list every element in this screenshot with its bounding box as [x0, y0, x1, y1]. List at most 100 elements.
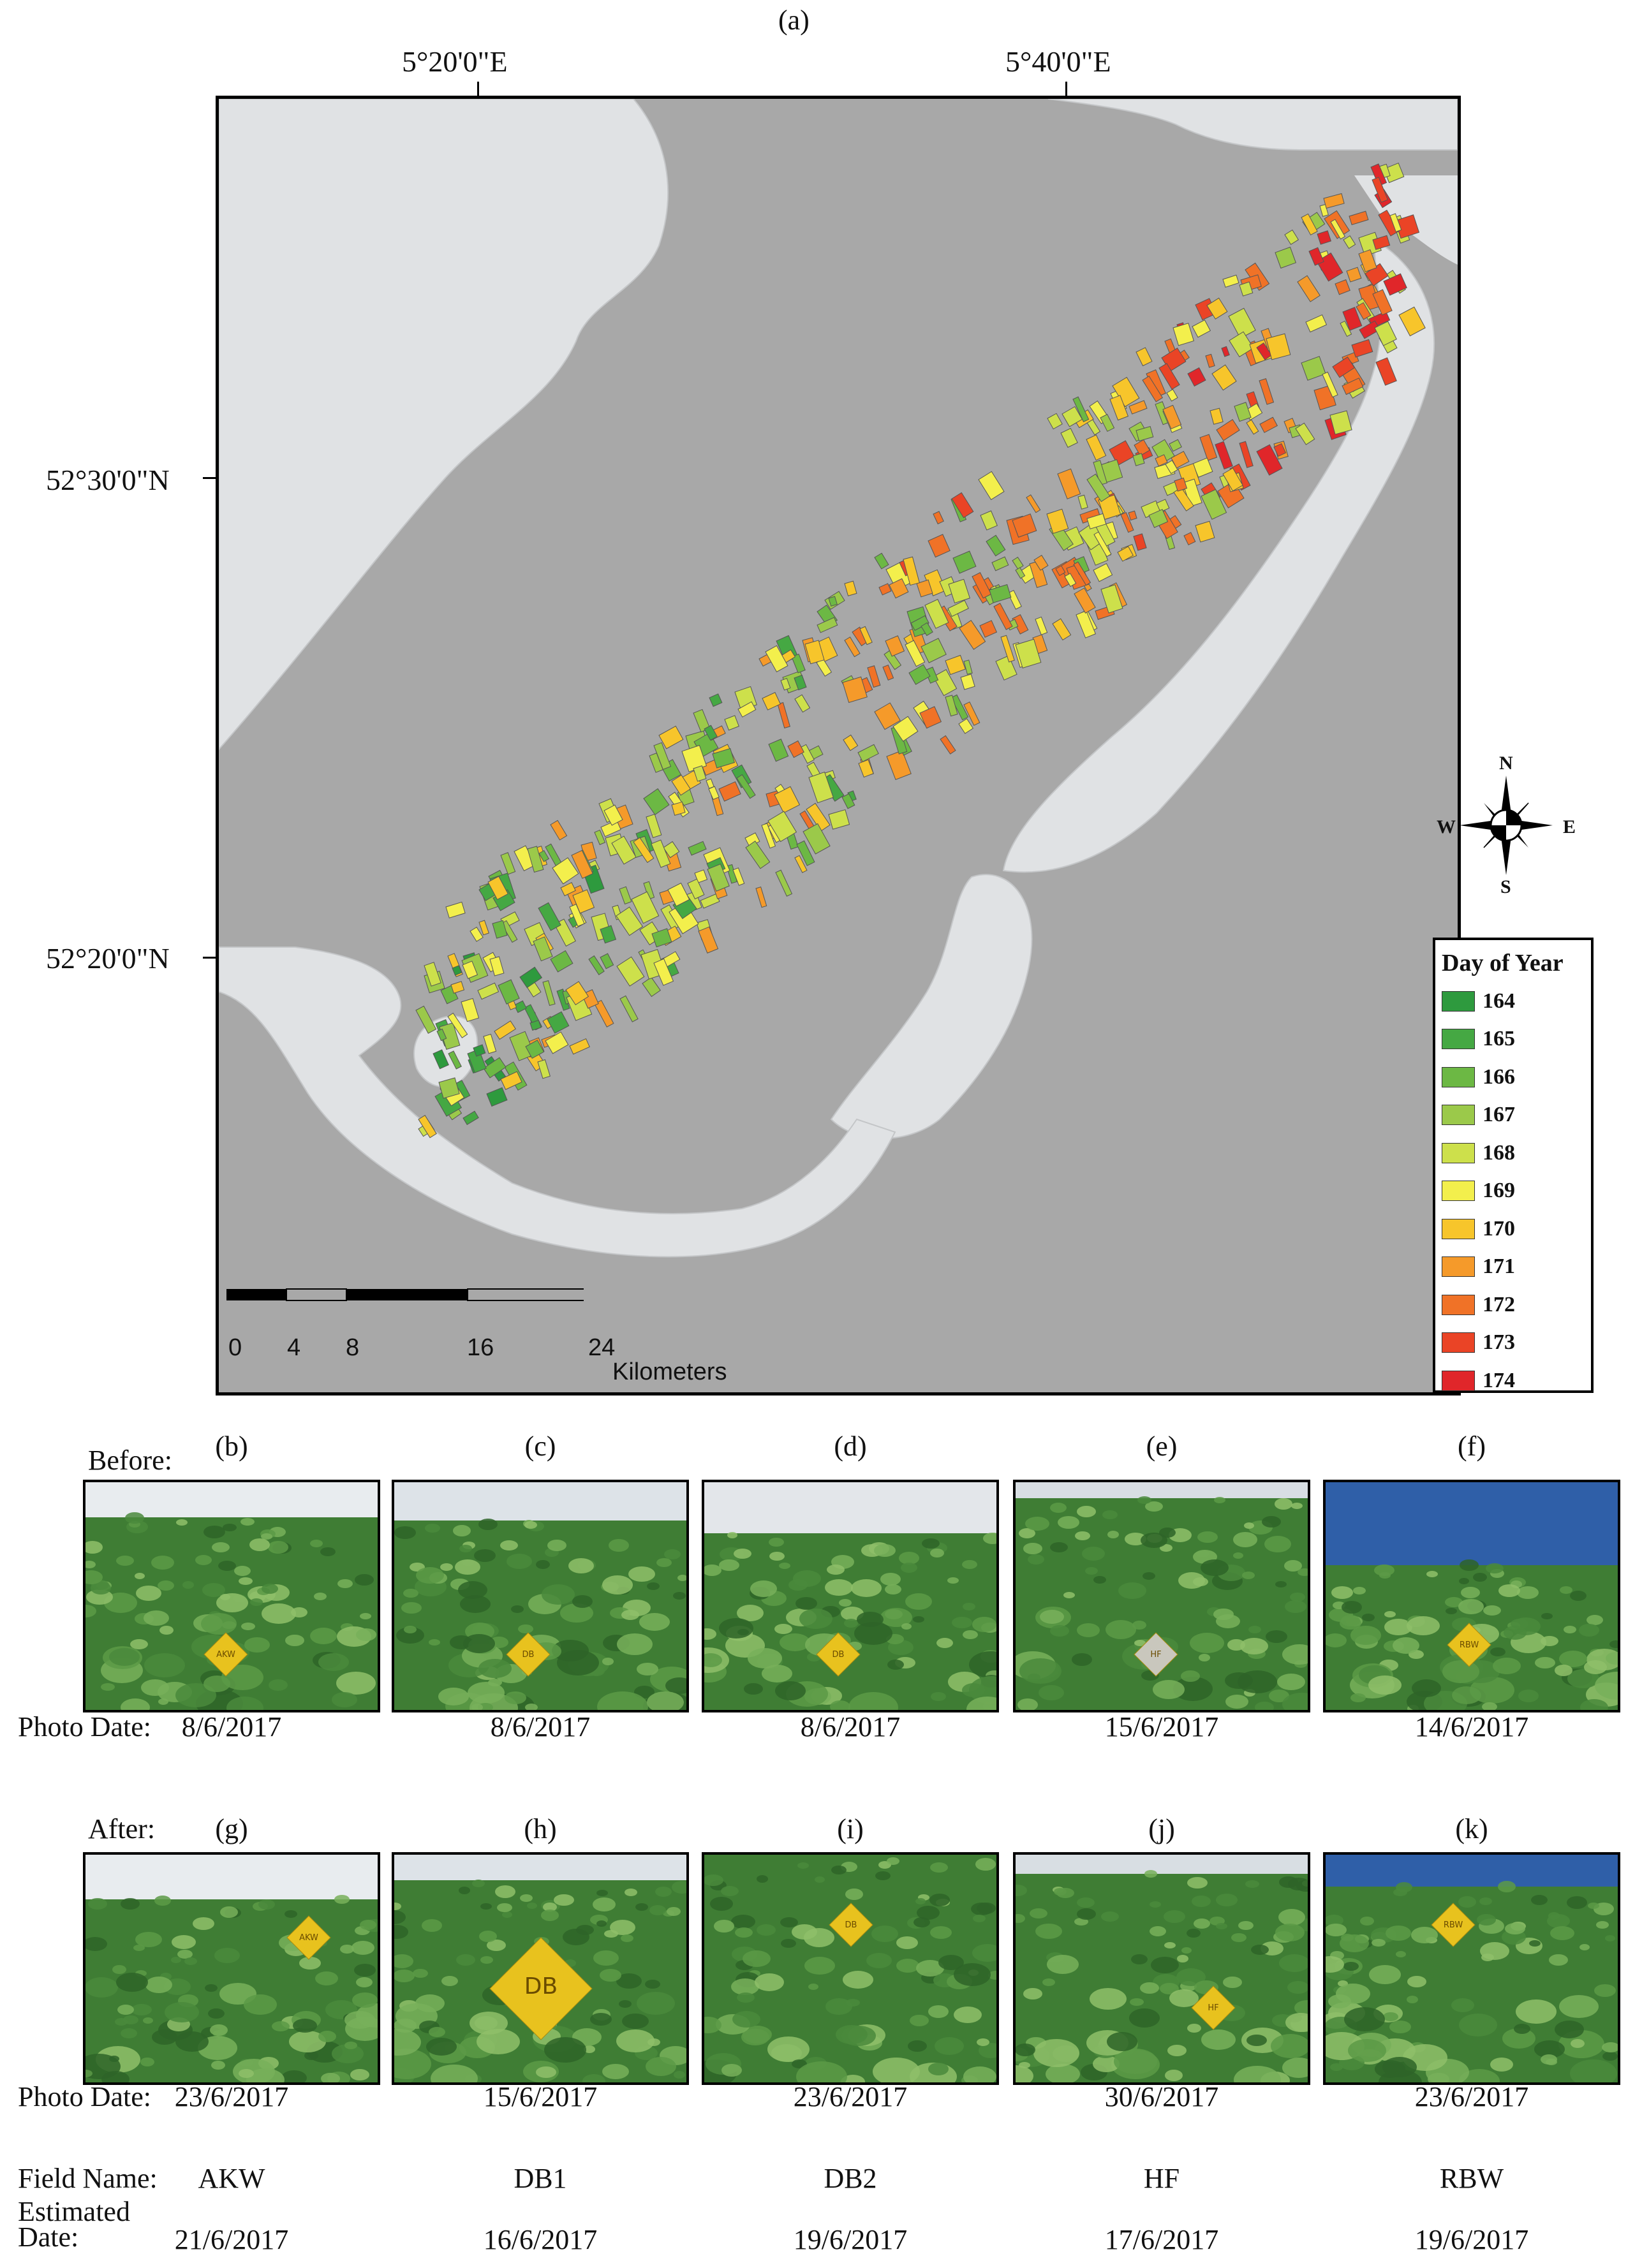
legend-items: 164 165 166 167 168 169 170 171 172 173 174 — [1442, 982, 1585, 1400]
field-parcel — [903, 556, 920, 586]
field-parcel — [658, 725, 684, 749]
field-parcel — [1133, 533, 1147, 551]
estimated-date-label-line1: Estimated — [18, 2196, 130, 2227]
field-parcel — [1322, 371, 1338, 398]
field-parcel — [794, 855, 808, 873]
scale-tick-0: 0 — [228, 1334, 242, 1361]
field-parcel — [478, 920, 489, 936]
field-parcel — [550, 820, 568, 841]
field-parcel — [1187, 367, 1206, 387]
field-parcel — [924, 599, 949, 629]
field-parcel — [1372, 235, 1391, 250]
field-parcel — [844, 637, 861, 658]
field-parcel — [500, 1071, 522, 1090]
field-parcel — [1295, 422, 1315, 445]
field-parcel — [1351, 339, 1373, 358]
after-label: After: — [88, 1813, 156, 1845]
photo-before: DB — [702, 1480, 999, 1712]
estimated-date: 19/6/2017 — [1414, 2224, 1529, 2255]
legend-label: 172 — [1483, 1292, 1515, 1316]
field-parcel — [1372, 289, 1393, 316]
field-parcel — [600, 925, 617, 944]
field-name: HF — [1143, 2163, 1180, 2194]
legend-label: 165 — [1483, 1027, 1515, 1051]
field-parcel — [948, 578, 970, 604]
compass-star-icon — [1460, 776, 1553, 875]
field-parcel — [653, 958, 674, 986]
field-parcel — [560, 882, 576, 897]
field-parcel — [688, 841, 707, 856]
field-parcel — [889, 578, 909, 599]
field-parcel — [1389, 213, 1402, 233]
field-parcel — [1374, 321, 1397, 346]
field-parcel — [1064, 573, 1077, 587]
field-parcel — [828, 809, 850, 830]
field-parcel — [1343, 235, 1356, 249]
field-parcel — [991, 556, 1009, 571]
field-parcel — [796, 840, 815, 866]
field-parcel — [1335, 279, 1350, 295]
photo-letter-before: (c) — [524, 1431, 556, 1462]
legend-swatch — [1442, 1294, 1475, 1315]
field-parcel — [1171, 450, 1190, 469]
mainland-northwest — [219, 99, 669, 751]
photo-date-after: 15/6/2017 — [483, 2081, 598, 2112]
field-parcel — [804, 640, 825, 665]
field-parcel — [1239, 281, 1254, 297]
field-parcel — [533, 936, 553, 962]
field-parcel — [486, 1087, 508, 1107]
field-parcel — [492, 920, 508, 939]
field-name-label: Field Name: — [18, 2163, 158, 2194]
field-parcel — [1174, 477, 1188, 492]
field-parcel — [1057, 468, 1081, 499]
field-parcel — [643, 881, 655, 900]
field-parcel — [806, 802, 831, 832]
svg-text:DB: DB — [524, 1973, 558, 1999]
legend-item: 171 — [1442, 1248, 1585, 1286]
scale-segment-2 — [286, 1288, 347, 1301]
field-parcel — [1012, 556, 1024, 570]
legend-swatch — [1442, 1105, 1475, 1126]
field-parcel — [616, 906, 644, 936]
field-parcel — [724, 715, 739, 731]
field-parcel — [1156, 499, 1170, 513]
legend: Day of Year 164 165 166 167 168 169 170 171 172 1… — [1433, 938, 1594, 1393]
field-parcel — [462, 961, 478, 979]
field-parcel — [1221, 346, 1230, 357]
field-parcel — [671, 774, 691, 796]
field-parcel — [1209, 408, 1224, 425]
field-parcel — [1132, 453, 1145, 466]
field-parcel — [1215, 441, 1233, 470]
legend-item: 168 — [1442, 1134, 1585, 1172]
legend-label: 167 — [1483, 1103, 1515, 1127]
field-parcel — [1346, 267, 1362, 283]
field-parcel — [1117, 546, 1134, 562]
photo-letter-after: (h) — [524, 1813, 557, 1845]
field-parcel — [445, 901, 466, 918]
field-parcel — [1128, 510, 1137, 521]
field-parcel — [1060, 427, 1078, 448]
field-parcel — [1301, 356, 1326, 381]
field-parcel — [940, 735, 956, 755]
field-parcel — [565, 981, 589, 1006]
field-parcel — [1332, 357, 1356, 378]
field-parcel — [761, 823, 776, 849]
field-parcel — [483, 1057, 507, 1079]
photo-letter-before: (b) — [215, 1431, 248, 1462]
lat-tick-2 — [203, 957, 217, 959]
field-parcel — [843, 734, 859, 751]
legend-swatch — [1442, 1218, 1475, 1239]
field-parcel — [448, 1050, 462, 1070]
photo-date-before: 15/6/2017 — [1104, 1711, 1219, 1742]
photo-date-before: 14/6/2017 — [1414, 1711, 1529, 1742]
scale-tick-24: 24 — [588, 1334, 616, 1361]
field-parcel — [527, 846, 544, 873]
field-parcel — [1297, 275, 1320, 302]
field-parcel — [1100, 584, 1123, 614]
field-parcel — [603, 804, 623, 826]
field-parcel — [452, 965, 462, 976]
map-frame[interactable] — [216, 96, 1461, 1395]
field-parcel — [1206, 297, 1228, 320]
field-parcel — [1012, 513, 1037, 538]
field-parcel — [1273, 443, 1287, 457]
